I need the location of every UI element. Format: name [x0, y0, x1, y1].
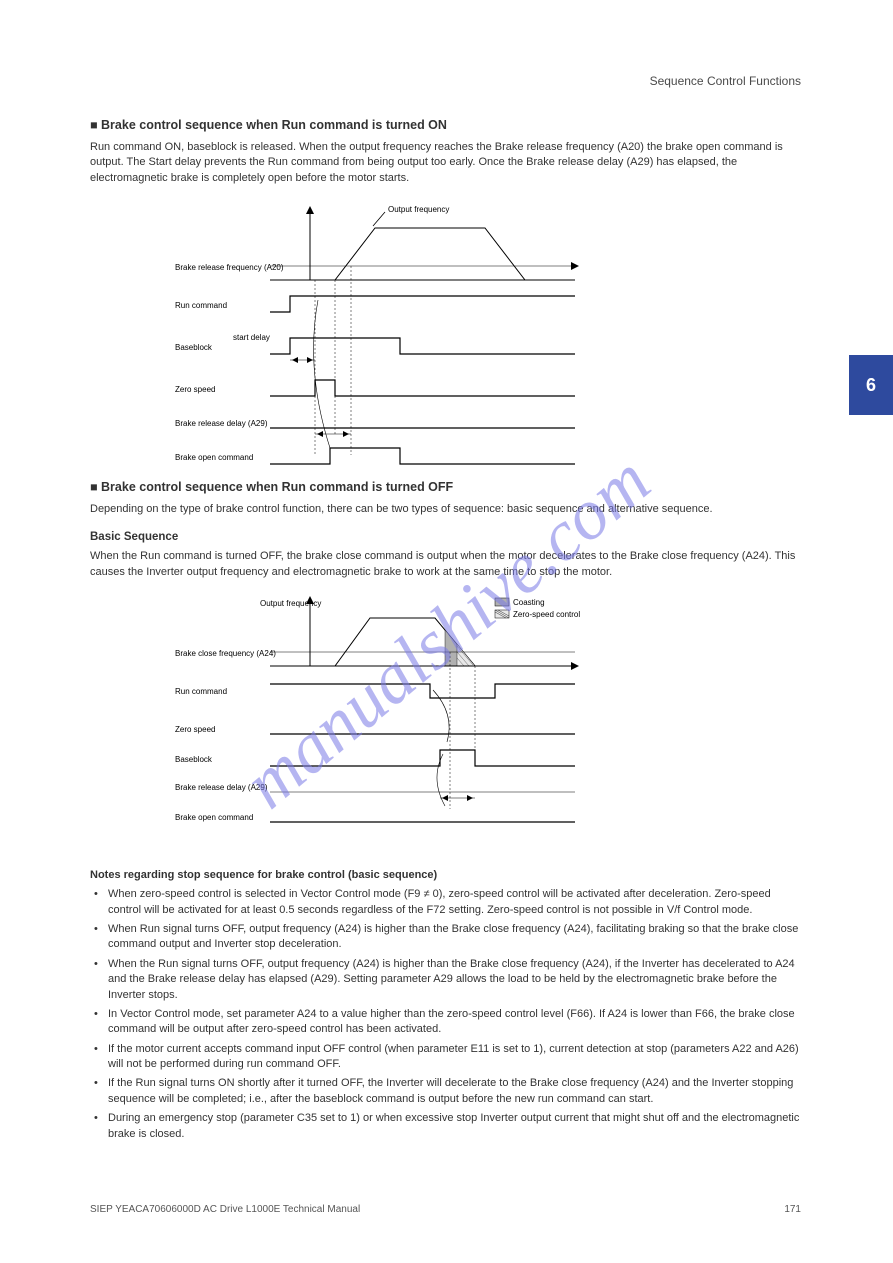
notes-heading: Notes regarding stop sequence for brake … [90, 869, 800, 881]
svg-text:Brake release delay (A29): Brake release delay (A29) [175, 783, 268, 792]
note-item: •When zero-speed control is selected in … [108, 887, 800, 918]
page-header: Sequence Control Functions [650, 74, 801, 88]
svg-text:Zero speed: Zero speed [175, 385, 215, 394]
svg-text:Baseblock: Baseblock [175, 343, 213, 352]
note-item: •When the Run signal turns OFF, output f… [108, 957, 800, 1003]
section2-intro: Depending on the type of brake control f… [90, 502, 800, 517]
note-text: When Run signal turns OFF, output freque… [108, 923, 798, 950]
note-item: •If the motor current accepts command in… [108, 1042, 800, 1073]
svg-text:Zero speed: Zero speed [175, 725, 215, 734]
svg-text:Brake open command: Brake open command [175, 813, 253, 822]
page-footer: SIEP YEACA70606000D AC Drive L1000E Tech… [90, 1204, 801, 1215]
basic-seq-text: When the Run command is turned OFF, the … [90, 549, 800, 580]
diagram-run-off: Output frequency Coasting Zero-speed con… [175, 594, 675, 859]
note-text: If the motor current accepts command inp… [108, 1043, 799, 1070]
brake-release-freq-label: Brake release frequency (A20) [175, 263, 284, 272]
section1-heading: ■ Brake control sequence when Run comman… [90, 118, 800, 132]
section1-intro: Run command ON, baseblock is released. W… [90, 140, 800, 186]
chapter-tab: 6 [849, 355, 893, 415]
note-text: When the Run signal turns OFF, output fr… [108, 958, 795, 1001]
svg-text:Zero-speed control: Zero-speed control [513, 610, 580, 619]
svg-text:Coasting: Coasting [513, 598, 545, 607]
svg-text:Brake close frequency (A24): Brake close frequency (A24) [175, 649, 276, 658]
note-text: During an emergency stop (parameter C35 … [108, 1112, 799, 1139]
note-text: In Vector Control mode, set parameter A2… [108, 1008, 795, 1035]
note-text: When zero-speed control is selected in V… [108, 888, 771, 915]
axis-label: Output frequency [388, 205, 449, 214]
svg-text:start delay: start delay [233, 333, 270, 342]
note-text: If the Run signal turns ON shortly after… [108, 1077, 793, 1104]
note-item: •When Run signal turns OFF, output frequ… [108, 922, 800, 953]
svg-text:Brake open command: Brake open command [175, 453, 253, 462]
svg-text:Baseblock: Baseblock [175, 755, 213, 764]
svg-text:Run command: Run command [175, 687, 227, 696]
note-item: •During an emergency stop (parameter C35… [108, 1111, 800, 1142]
note-item: •If the Run signal turns ON shortly afte… [108, 1076, 800, 1107]
footer-left: SIEP YEACA70606000D AC Drive L1000E Tech… [90, 1204, 360, 1215]
basic-seq-heading: Basic Sequence [90, 531, 800, 543]
notes-list: •When zero-speed control is selected in … [108, 887, 800, 1142]
svg-text:Run command: Run command [175, 301, 227, 310]
section2-heading-text: Brake control sequence when Run command … [101, 480, 453, 494]
section2-heading: ■ Brake control sequence when Run comman… [90, 480, 800, 494]
note-item: •In Vector Control mode, set parameter A… [108, 1007, 800, 1038]
footer-right: 171 [784, 1204, 801, 1215]
svg-text:Output frequency: Output frequency [260, 599, 321, 608]
diagram-run-on: Output frequency Brake release frequency… [175, 200, 675, 495]
svg-text:Brake release delay (A29): Brake release delay (A29) [175, 419, 268, 428]
section1-heading-text: Brake control sequence when Run command … [101, 118, 447, 132]
